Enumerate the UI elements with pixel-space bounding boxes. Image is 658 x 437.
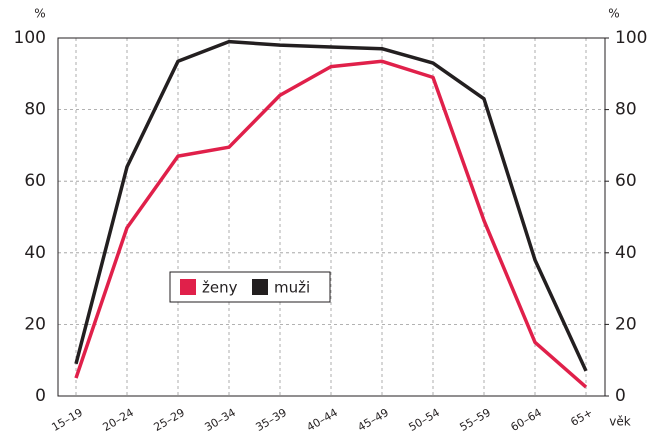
plot-frame <box>57 37 606 397</box>
x-tick-label: 30–34 <box>202 406 238 434</box>
x-axis-label: věk <box>609 415 630 429</box>
x-tick-label: 60–64 <box>508 406 544 434</box>
legend-swatch <box>180 279 196 295</box>
legend-label: ženy <box>202 279 238 297</box>
legend-label: muži <box>274 279 310 297</box>
y-tick-label: 60 <box>24 171 46 191</box>
x-tick-label: 25–29 <box>151 406 187 434</box>
legend-swatch <box>252 279 268 295</box>
y2-tick-label: 0 <box>615 386 626 406</box>
x-tick-label: 55–59 <box>457 406 493 434</box>
y-tick-label: 40 <box>24 243 46 263</box>
x-tick-label: 50–54 <box>406 406 442 434</box>
series-line <box>74 39 588 372</box>
y-tick-label: 0 <box>35 386 46 406</box>
x-tick-label: 45–49 <box>355 406 391 434</box>
series-line <box>74 59 588 389</box>
y-tick-label: 20 <box>24 314 46 334</box>
y2-tick-label: 100 <box>615 28 647 48</box>
legend-box <box>169 271 331 303</box>
y2-tick-label: 40 <box>615 243 637 263</box>
x-tick-label: 65+ <box>568 406 595 429</box>
x-tick-label: 15–19 <box>49 406 85 434</box>
y-tick-label: 100 <box>14 28 46 48</box>
y2-tick-label: 20 <box>615 314 637 334</box>
y-tick-label: 80 <box>24 100 46 120</box>
x-tick-label: 35–39 <box>253 406 289 434</box>
x-tick-label: 40–44 <box>304 406 340 434</box>
x-tick-label: 20–24 <box>100 406 136 434</box>
y2-tick-label: 80 <box>615 100 637 120</box>
y2-tick-label: 60 <box>615 171 637 191</box>
y-axis-label: % <box>34 7 45 21</box>
y2-axis-label: % <box>608 7 619 21</box>
legend: ženy muži <box>169 271 331 303</box>
